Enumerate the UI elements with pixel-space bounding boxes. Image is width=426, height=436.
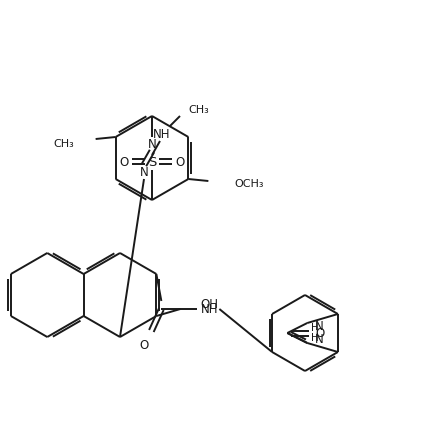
Text: S: S (148, 156, 156, 168)
Text: O: O (316, 327, 325, 340)
Text: CH₃: CH₃ (188, 105, 209, 115)
Text: N: N (315, 320, 324, 333)
Text: N: N (148, 137, 156, 150)
Text: OCH₃: OCH₃ (234, 179, 264, 189)
Text: NH: NH (153, 127, 171, 140)
Text: O: O (119, 156, 129, 168)
Text: N: N (315, 334, 324, 347)
Text: O: O (176, 156, 184, 168)
Text: O: O (140, 338, 149, 351)
Text: N: N (140, 166, 148, 178)
Text: H: H (311, 323, 319, 333)
Text: OH: OH (200, 297, 219, 310)
Text: H: H (311, 333, 319, 343)
Text: CH₃: CH₃ (53, 139, 74, 149)
Text: NH: NH (201, 303, 218, 316)
